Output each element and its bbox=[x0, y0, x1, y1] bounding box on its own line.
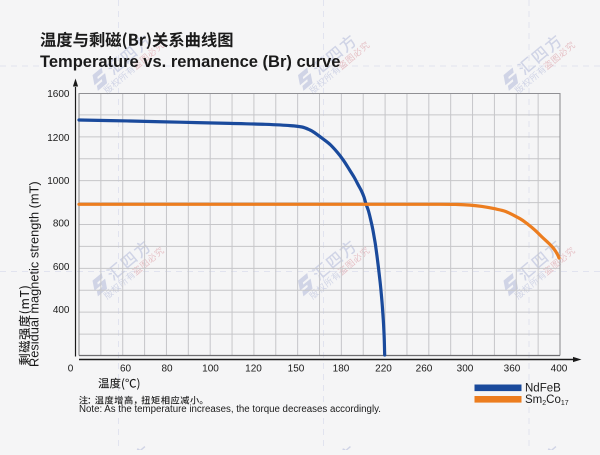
svg-text:400: 400 bbox=[551, 364, 568, 375]
svg-text:80: 80 bbox=[161, 364, 173, 375]
svg-text:120: 120 bbox=[245, 364, 262, 375]
svg-text:150: 150 bbox=[288, 364, 305, 375]
svg-text:1000: 1000 bbox=[47, 176, 70, 187]
svg-text:800: 800 bbox=[53, 219, 70, 230]
svg-text:Temperature vs. remanence (Br): Temperature vs. remanence (Br) curve bbox=[40, 53, 341, 71]
svg-text:NdFeB: NdFeB bbox=[525, 383, 561, 395]
svg-text:260: 260 bbox=[416, 364, 433, 375]
svg-text:400: 400 bbox=[53, 305, 70, 316]
svg-text:1200: 1200 bbox=[47, 133, 70, 144]
svg-text:60: 60 bbox=[120, 364, 132, 375]
svg-text:360: 360 bbox=[504, 364, 521, 375]
svg-text:Note: As the temperature incre: Note: As the temperature increases, the … bbox=[79, 404, 381, 415]
svg-text:300: 300 bbox=[457, 364, 474, 375]
svg-text:Residual magnetic strength (mT: Residual magnetic strength (mT) bbox=[27, 181, 42, 367]
svg-text:600: 600 bbox=[53, 262, 70, 273]
svg-text:1600: 1600 bbox=[47, 89, 70, 100]
svg-text:100: 100 bbox=[202, 364, 219, 375]
svg-text:0: 0 bbox=[68, 364, 74, 375]
svg-text:220: 220 bbox=[375, 364, 392, 375]
svg-text:180: 180 bbox=[333, 364, 350, 375]
svg-text:Sm2Co17: Sm2Co17 bbox=[525, 394, 569, 407]
